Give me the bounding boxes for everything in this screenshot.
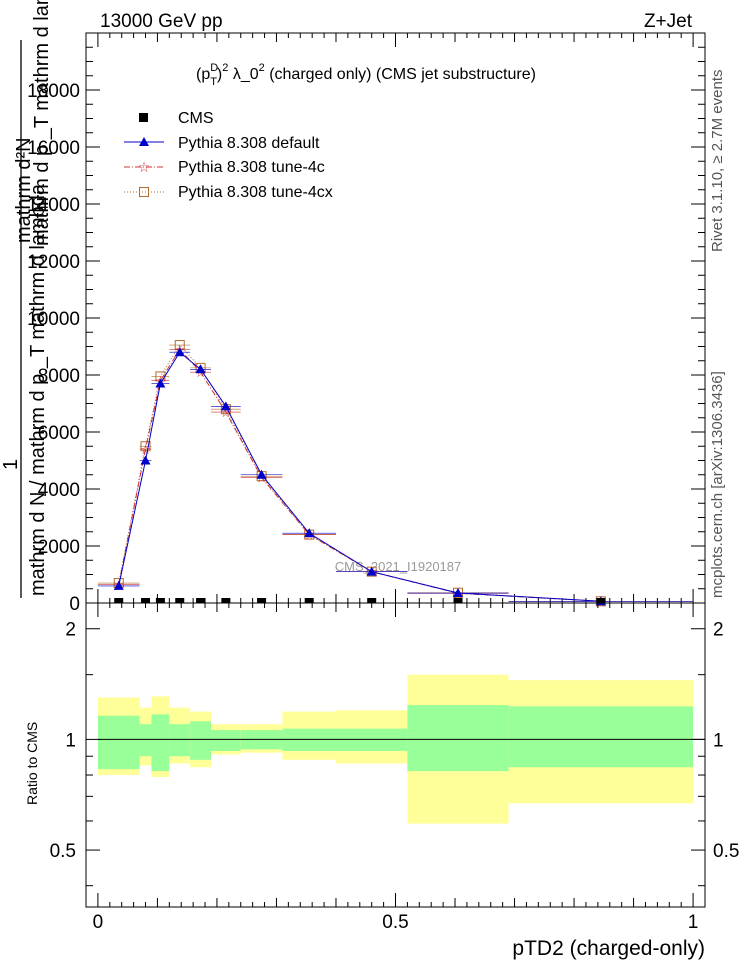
- ratio-y-tick-label: 0.5: [50, 841, 76, 862]
- ratio-y-tick-label: 2: [65, 620, 76, 641]
- legend-entry-tune4c: ☆ Pythia 8.308 tune-4c: [124, 159, 325, 176]
- x-tick-label: 1: [688, 912, 699, 933]
- legend-entry-tune4cx: Pythia 8.308 tune-4cx: [124, 184, 333, 201]
- point-default: [452, 588, 463, 598]
- point-default: [113, 580, 124, 590]
- main-y-axis: 0 2000 4000 6000 8000 10000 12000 14000 16000 180…: [27, 46, 705, 615]
- x-axis-label: pTD2 (charged-only): [512, 937, 705, 960]
- y-label-denominator: mathrm d N / mathrm d p _T mathrm d lamb…: [27, 183, 49, 596]
- point-cms: [596, 598, 606, 603]
- point-default: [140, 455, 151, 465]
- rivet-label: Rivet 3.1.10, ≥ 2.7M events: [709, 70, 726, 253]
- ratio-x-axis: 0 0.5 1: [93, 603, 699, 933]
- point-cms: [175, 598, 185, 603]
- point-default: [366, 566, 377, 576]
- point-default: [195, 364, 206, 374]
- ratio-band-inner: [508, 706, 694, 768]
- energy-label: 13000 GeV pp: [100, 11, 223, 32]
- x-tick-label: 0: [93, 912, 104, 933]
- series-line-3: [118, 344, 601, 602]
- legend-entry-cms: CMS: [139, 110, 214, 127]
- point-cms: [141, 598, 151, 603]
- title-sub1: T: [210, 76, 217, 88]
- point-cms: [155, 598, 165, 603]
- main-title: (pD T)2 λ_02 (charged only) (CMS jet subs…: [196, 62, 536, 88]
- mcplots-label: mcplots.cern.ch [arXiv:1306.3436]: [709, 371, 726, 598]
- main-y-tick-label: 0: [69, 594, 80, 615]
- y-label-num-mid: mathrm d p _T mathrm d lambda: [31, 0, 53, 246]
- point-default: [256, 469, 267, 479]
- ratio-y-axis: 0.5 0.5 1 1 2 2: [50, 620, 739, 887]
- title-sup1: D: [210, 62, 218, 74]
- ratio-band-inner: [190, 721, 211, 760]
- ratio-band-inner: [210, 730, 241, 751]
- ratio-y-tick-label-right: 1: [713, 730, 724, 751]
- process-label: Z+Jet: [644, 11, 693, 32]
- main-panel: 0 2000 4000 6000 8000 10000 12000 14000 16000 180…: [0, 0, 706, 615]
- ratio-panel: 0.5 0.51 12 2 0 0.5 1 Ratio to CMS pTD2 (char…: [24, 602, 739, 960]
- legend-marker-tune4cx: [139, 187, 149, 197]
- main-y-tick-label: 4000: [38, 480, 80, 501]
- legend-marker-cms: [139, 113, 148, 122]
- title-part-d: (charged only) (CMS jet substructure): [265, 66, 536, 83]
- y-label-num-top: mathrm d²N: [13, 137, 35, 243]
- point-default: [174, 347, 185, 357]
- ratio-band-inner: [139, 724, 152, 757]
- point-default: [220, 401, 231, 411]
- legend-label-tune4c: Pythia 8.308 tune-4c: [178, 159, 325, 176]
- point-tune4c: ☆: [140, 442, 152, 457]
- title-part-c: λ_0: [228, 66, 258, 83]
- point-cms: [114, 598, 124, 603]
- main-y-tick-label: 18000: [27, 81, 80, 102]
- point-default: [155, 378, 166, 388]
- point-cms: [221, 598, 231, 603]
- title-part-a: (p: [196, 66, 210, 83]
- y-label-one: 1: [0, 459, 22, 470]
- ratio-bands-layer: [97, 674, 694, 824]
- watermark: CMS_2021_I1920187: [335, 559, 462, 574]
- legend-entry-default: Pythia 8.308 default: [124, 135, 320, 152]
- main-y-tick-label: 12000: [27, 252, 80, 273]
- main-y-tick-label: 10000: [27, 309, 80, 330]
- ratio-y-label: Ratio to CMS: [24, 722, 40, 805]
- legend-label-cms: CMS: [178, 110, 214, 127]
- legend-label-default: Pythia 8.308 default: [178, 135, 320, 152]
- point-cms: [453, 598, 463, 603]
- main-y-tick-label: 8000: [38, 366, 80, 387]
- legend-marker-default: [139, 137, 149, 146]
- ratio-band-inner: [97, 715, 140, 770]
- title-sup3: 2: [259, 62, 265, 74]
- ratio-band-inner: [151, 714, 170, 772]
- series-line-1: [118, 351, 601, 602]
- ratio-y-tick-label-right: 2: [713, 620, 724, 641]
- legend: CMS Pythia 8.308 default ☆ Pythia 8.308 …: [124, 110, 333, 201]
- main-y-tick-label: 14000: [27, 195, 80, 216]
- main-y-label: mathrm d²N mathrm d p _T mathrm d lambda…: [0, 0, 53, 598]
- point-default: [304, 528, 315, 538]
- title-part-b: ): [217, 66, 222, 83]
- point-cms: [367, 598, 377, 603]
- main-y-tick-label: 6000: [38, 423, 80, 444]
- ratio-band-inner: [169, 724, 191, 757]
- main-y-tick-label: 2000: [38, 537, 80, 558]
- legend-marker-tune4c: ☆: [138, 159, 151, 175]
- main-y-tick-label: 16000: [27, 138, 80, 159]
- title-sup2: 2: [222, 62, 228, 74]
- x-tick-label: 0.5: [382, 912, 408, 933]
- ratio-y-tick-label-right: 0.5: [713, 841, 739, 862]
- point-tune4c: ☆: [220, 405, 232, 420]
- point-cms: [304, 598, 314, 603]
- ratio-band-inner: [407, 705, 509, 772]
- ratio-y-tick-label: 1: [65, 730, 76, 751]
- point-cms: [196, 598, 206, 603]
- point-cms: [257, 598, 267, 603]
- legend-label-tune4cx: Pythia 8.308 tune-4cx: [178, 184, 333, 201]
